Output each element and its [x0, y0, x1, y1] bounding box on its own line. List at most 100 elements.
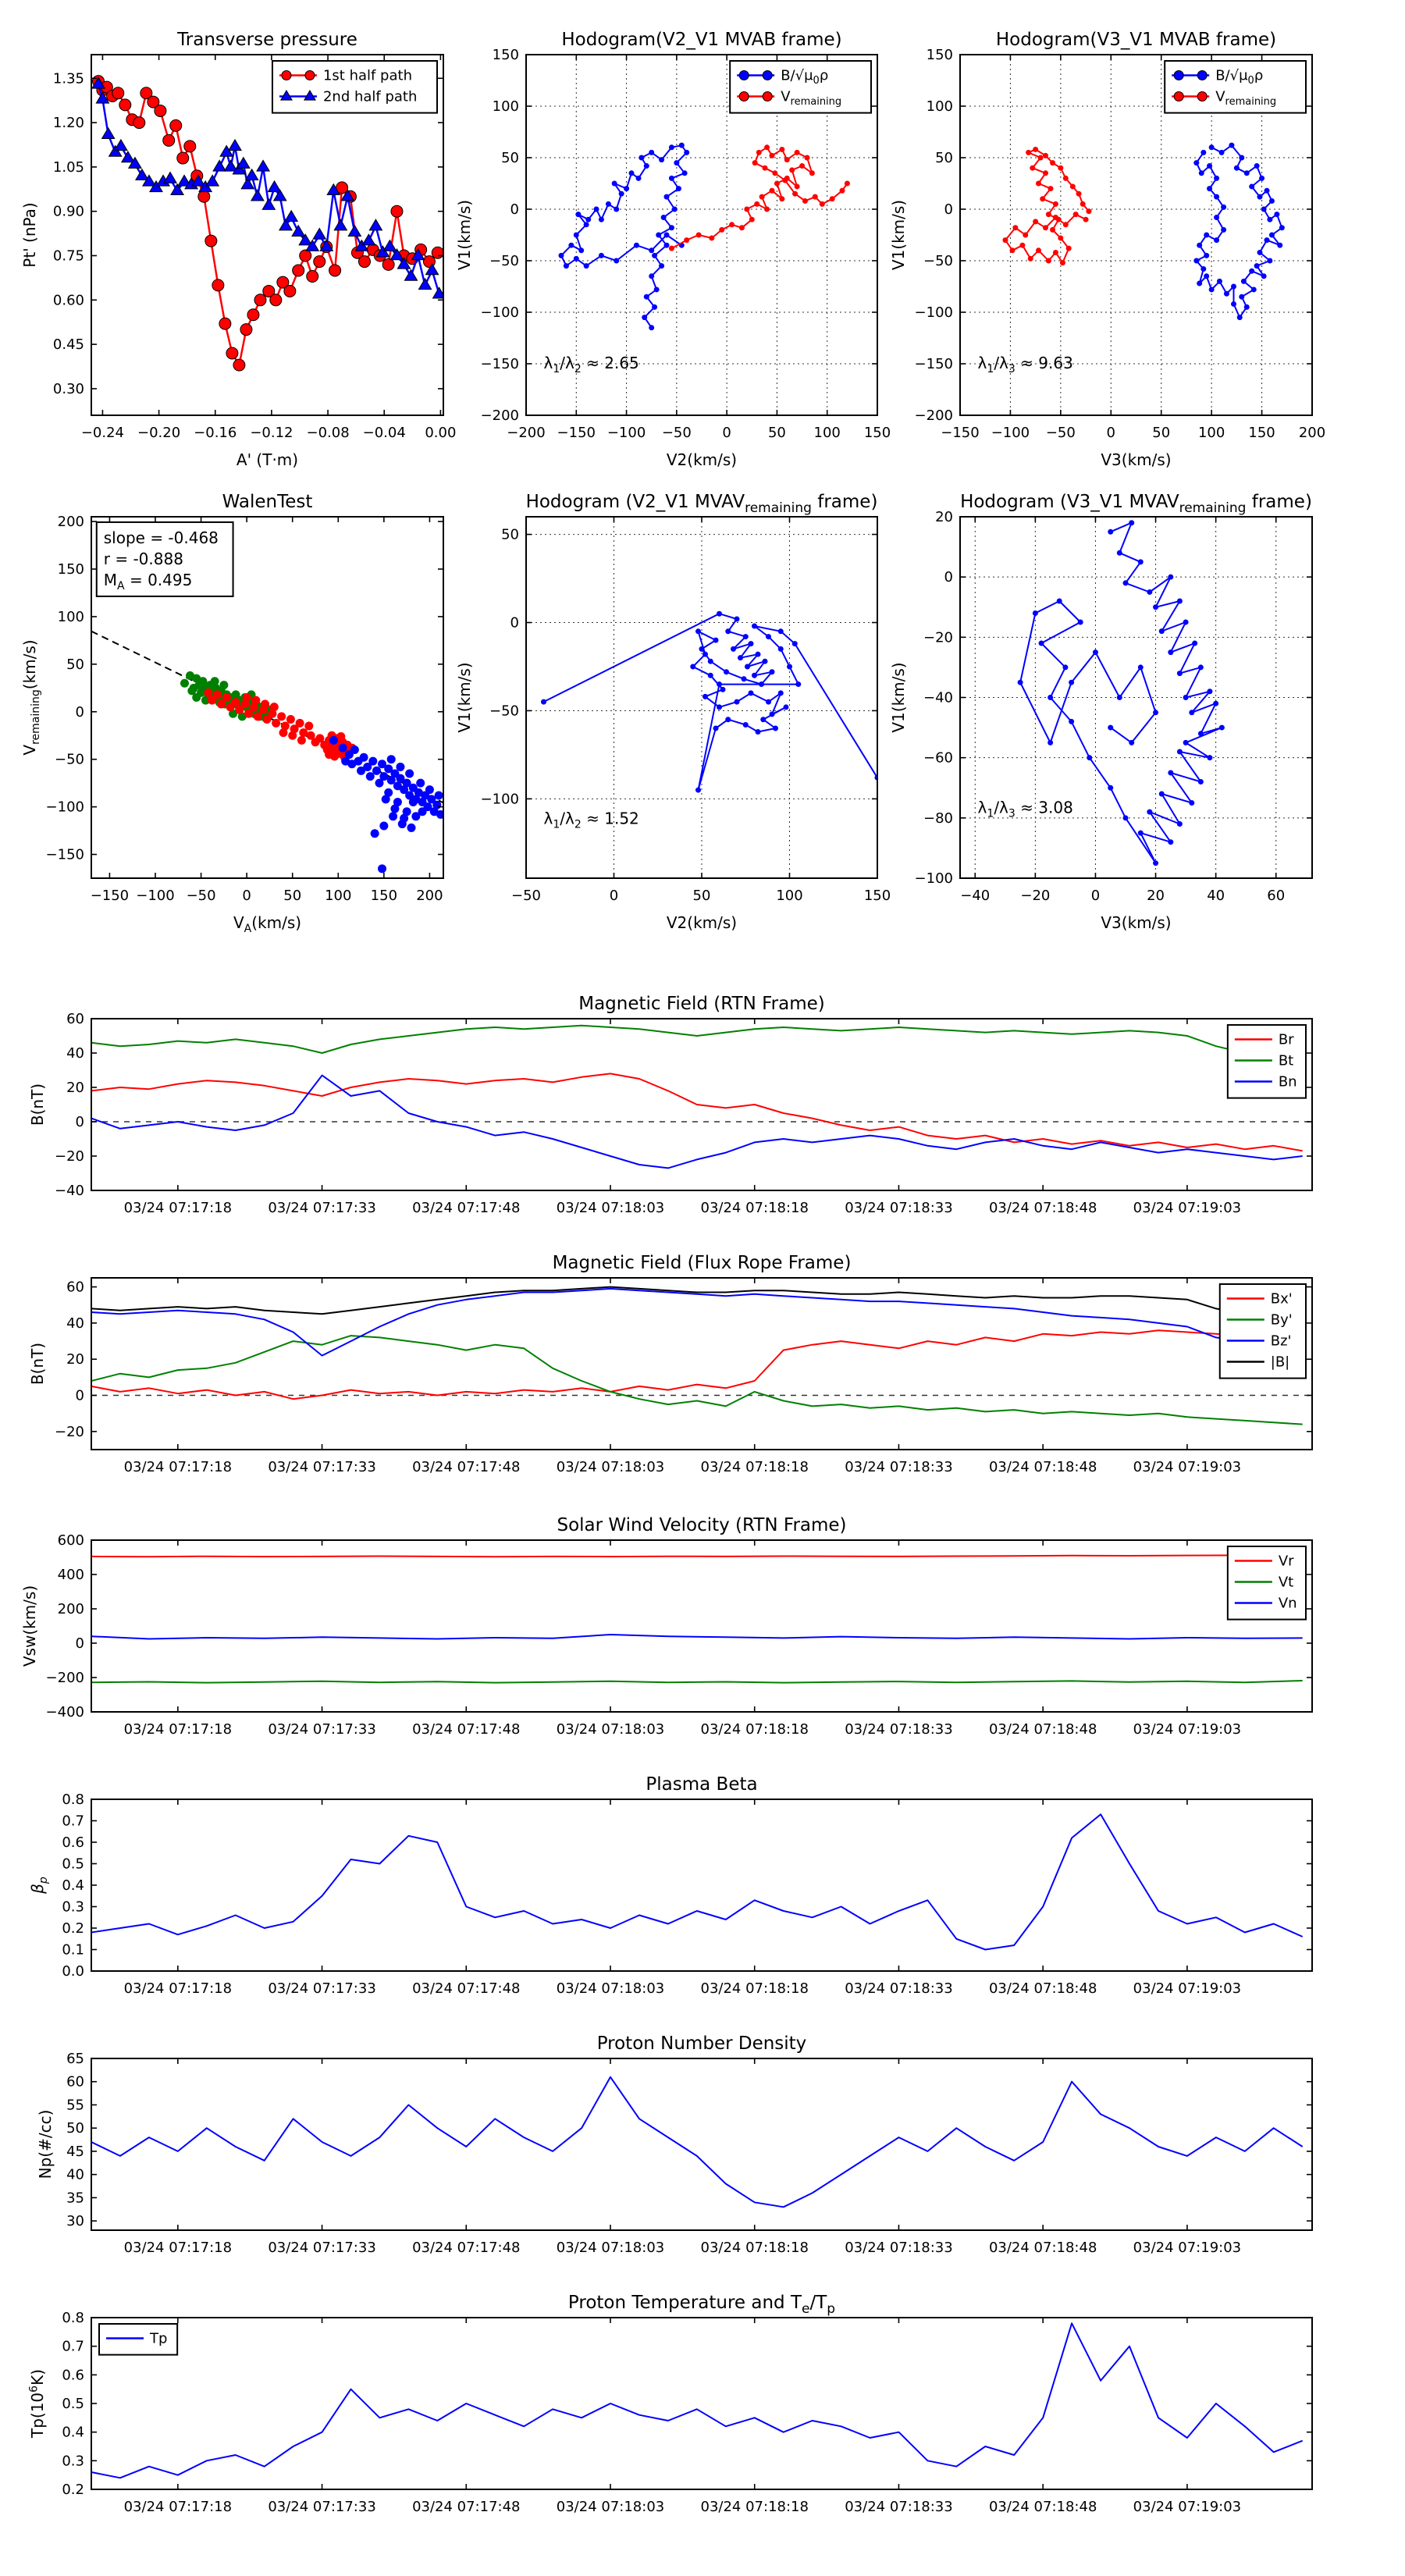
svg-text:150: 150	[864, 425, 891, 441]
svg-text:150: 150	[493, 47, 519, 63]
svg-text:−150: −150	[915, 356, 953, 372]
svg-text:0.5: 0.5	[62, 2396, 84, 2412]
svg-text:03/24 07:17:33: 03/24 07:17:33	[268, 2240, 375, 2256]
svg-text:100: 100	[1198, 425, 1225, 441]
svg-text:2nd half path: 2nd half path	[323, 89, 417, 105]
svg-text:WalenTest: WalenTest	[222, 492, 313, 512]
svg-text:−150: −150	[557, 425, 596, 441]
chart-transverse-pressure: −0.24 −0.20 −0.16 −0.12 −0.08 −0.04 0.00 0.30 0.…	[20, 30, 456, 469]
svg-text:MA = 0.495: MA = 0.495	[104, 571, 193, 592]
svg-text:0.4: 0.4	[62, 1877, 84, 1894]
svg-text:0.3: 0.3	[62, 1899, 84, 1916]
svg-text:0: 0	[76, 1388, 84, 1404]
svg-text:Hodogram (V3_V1 MVAVremaining: Hodogram (V3_V1 MVAVremaining frame)	[960, 492, 1312, 516]
hodogram-v2v1-mvab-annotation: λ1/λ2 ≈ 2.65	[544, 354, 639, 375]
svg-text:−50: −50	[923, 253, 953, 269]
svg-text:−20: −20	[923, 629, 953, 646]
svg-text:0.6: 0.6	[62, 1834, 84, 1851]
svg-text:0.1: 0.1	[62, 1942, 84, 1959]
chart-plasma-beta: 03/24 07:17:18 03/24 07:17:33 03/24 07:17:…	[28, 1774, 1313, 1997]
svg-text:−100: −100	[915, 870, 953, 887]
svg-text:03/24 07:17:18: 03/24 07:17:18	[124, 2499, 232, 2515]
solar-wind-velocity-legend: Vr Vt Vn	[1226, 1546, 1307, 1621]
svg-text:03/24 07:18:48: 03/24 07:18:48	[989, 1459, 1097, 1475]
svg-text:100: 100	[325, 888, 351, 904]
hodogram-v3v1-mvab-annotation: λ1/λ3 ≈ 9.63	[978, 354, 1073, 375]
svg-text:400: 400	[58, 1567, 84, 1583]
svg-text:−0.12: −0.12	[250, 425, 293, 441]
svg-text:03/24 07:19:03: 03/24 07:19:03	[1133, 1200, 1241, 1216]
svg-text:−0.08: −0.08	[306, 425, 349, 441]
svg-text:0.8: 0.8	[62, 1791, 84, 1808]
svg-text:λ1/λ3 ≈ 9.63: λ1/λ3 ≈ 9.63	[978, 354, 1073, 375]
svg-text:03/24 07:17:33: 03/24 07:17:33	[268, 1721, 375, 1738]
svg-text:50: 50	[66, 2120, 84, 2137]
svg-text:200: 200	[58, 514, 84, 530]
svg-text:03/24 07:19:03: 03/24 07:19:03	[1133, 1721, 1241, 1738]
svg-text:200: 200	[416, 888, 443, 904]
svg-text:0.45: 0.45	[53, 336, 84, 353]
svg-text:03/24 07:18:48: 03/24 07:18:48	[989, 1200, 1097, 1216]
chart-walen-test: −150 −100 −50 0 50 100 150 200 −150 −100 −50 0 50 100…	[20, 492, 444, 935]
svg-text:−200: −200	[481, 407, 519, 424]
svg-text:−0.04: −0.04	[363, 425, 406, 441]
chart-hodogram-v3v1-mvav: −40 −20 0 20 40 60 −100 −80 −60 −40 −20 0 20 Hodogram…	[889, 492, 1313, 932]
svg-text:03/24 07:17:18: 03/24 07:17:18	[124, 1721, 232, 1738]
svg-text:03/24 07:19:03: 03/24 07:19:03	[1133, 1459, 1241, 1475]
svg-text:Br: Br	[1279, 1032, 1294, 1048]
svg-text:03/24 07:18:48: 03/24 07:18:48	[989, 1980, 1097, 1997]
svg-text:−50: −50	[1046, 425, 1076, 441]
svg-text:100: 100	[493, 98, 519, 115]
svg-text:0.75: 0.75	[53, 248, 84, 265]
svg-text:40: 40	[66, 2167, 84, 2183]
svg-text:03/24 07:17:48: 03/24 07:17:48	[412, 2240, 520, 2256]
svg-text:0.60: 0.60	[53, 292, 84, 308]
svg-text:0: 0	[76, 704, 84, 720]
svg-text:03/24 07:17:18: 03/24 07:17:18	[124, 1459, 232, 1475]
svg-text:λ1/λ2 ≈ 1.52: λ1/λ2 ≈ 1.52	[544, 809, 639, 831]
svg-text:0.2: 0.2	[62, 1920, 84, 1937]
svg-text:50: 50	[66, 656, 84, 673]
walen-test-annotation: slope = -0.468 r = -0.888 MA = 0.495	[95, 521, 234, 597]
svg-text:50: 50	[935, 150, 953, 166]
svg-text:100: 100	[58, 609, 84, 625]
svg-text:V2(km/s): V2(km/s)	[667, 450, 737, 469]
svg-text:45: 45	[66, 2144, 84, 2160]
svg-text:1.20: 1.20	[53, 115, 84, 131]
svg-text:03/24 07:17:48: 03/24 07:17:48	[412, 1721, 520, 1738]
svg-text:03/24 07:19:03: 03/24 07:19:03	[1133, 2499, 1241, 2515]
svg-text:1st half path: 1st half path	[323, 68, 412, 84]
svg-text:B/√μ0ρ: B/√μ0ρ	[1215, 68, 1263, 87]
svg-text:20: 20	[1147, 888, 1165, 904]
svg-text:0.4: 0.4	[62, 2425, 84, 2441]
svg-text:−100: −100	[481, 304, 519, 321]
svg-text:Hodogram (V2_V1 MVAVremaining: Hodogram (V2_V1 MVAVremaining frame)	[526, 492, 878, 516]
svg-text:A' (T·m): A' (T·m)	[237, 450, 298, 469]
svg-text:−100: −100	[991, 425, 1030, 441]
hodogram-v2v1-mvab-legend: B/√μ0ρ Vremaining	[729, 60, 873, 114]
svg-text:03/24 07:17:33: 03/24 07:17:33	[268, 1200, 375, 1216]
svg-text:200: 200	[1299, 425, 1325, 441]
svg-text:40: 40	[66, 1315, 84, 1332]
svg-text:0: 0	[1091, 888, 1100, 904]
svg-text:0.90: 0.90	[53, 204, 84, 220]
svg-text:150: 150	[927, 47, 953, 63]
svg-text:Bn: Bn	[1279, 1074, 1297, 1091]
svg-text:03/24 07:17:33: 03/24 07:17:33	[268, 1980, 375, 1997]
svg-text:150: 150	[371, 888, 397, 904]
svg-text:0.00: 0.00	[425, 425, 456, 441]
svg-text:03/24 07:18:03: 03/24 07:18:03	[557, 2499, 664, 2515]
svg-text:Proton Number Density: Proton Number Density	[597, 2033, 807, 2054]
svg-text:−20: −20	[1020, 888, 1050, 904]
svg-text:βp: βp	[28, 1877, 50, 1895]
svg-text:Magnetic Field (Flux Rope Fram: Magnetic Field (Flux Rope Frame)	[553, 1253, 852, 1273]
svg-text:0.7: 0.7	[62, 2339, 84, 2355]
svg-text:1.05: 1.05	[53, 159, 84, 176]
svg-text:V1(km/s): V1(km/s)	[455, 662, 474, 732]
svg-text:0: 0	[722, 425, 731, 441]
magnetic-field-rtn-legend: Br Bt Bn	[1226, 1024, 1307, 1099]
svg-text:Vremaining(km/s): Vremaining(km/s)	[20, 639, 42, 755]
svg-text:Vn: Vn	[1279, 1596, 1297, 1612]
svg-text:−60: −60	[923, 750, 953, 767]
